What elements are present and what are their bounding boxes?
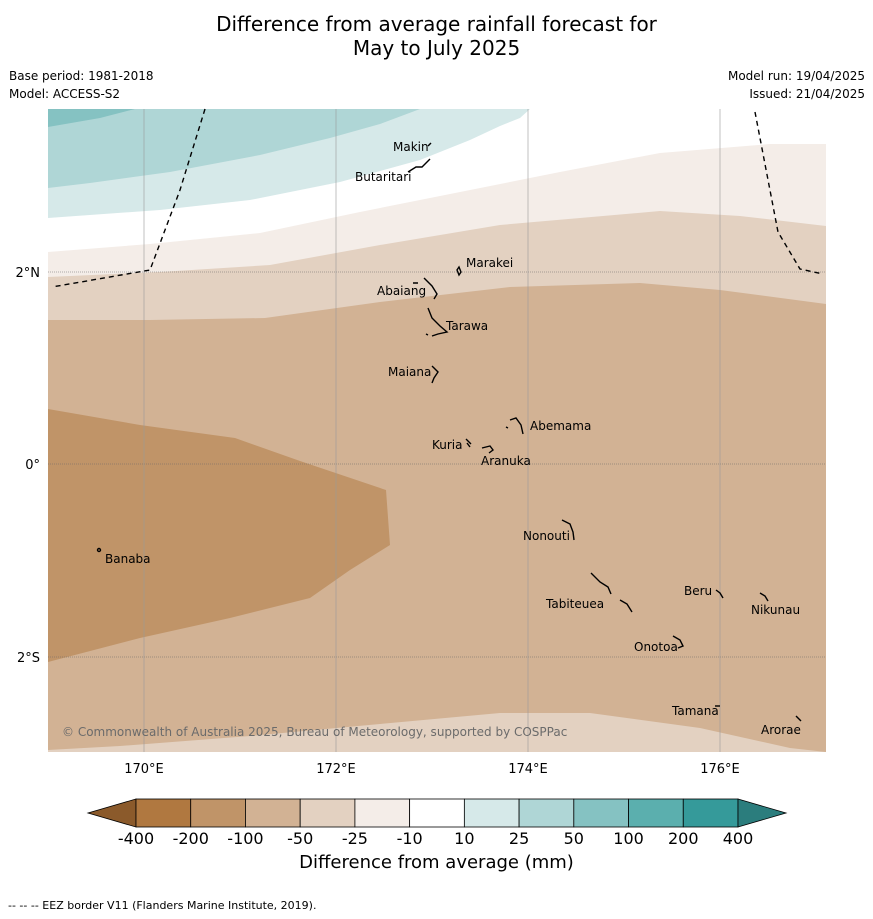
place-label-nonouti: Nonouti xyxy=(523,529,570,543)
colorbar-tick-label: -10 xyxy=(397,829,423,848)
gridlines xyxy=(48,109,826,752)
colorbar-tick-label: 25 xyxy=(509,829,529,848)
place-labels: Makin Butaritari Marakei Abaiang Tarawa … xyxy=(105,140,801,737)
banaba-island xyxy=(96,547,102,553)
eez-footnote: -- -- -- EEZ border V11 (Flanders Marine… xyxy=(8,899,317,912)
title-line-2: May to July 2025 xyxy=(352,36,521,60)
marakei-island xyxy=(456,265,462,277)
place-label-arorae: Arorae xyxy=(761,723,801,737)
place-label-butaritari: Butaritari xyxy=(355,170,412,184)
map-title: Difference from average rainfall forecas… xyxy=(0,12,873,60)
model-run-label: Model run: 19/04/2025 xyxy=(727,69,865,83)
colorbar-cell xyxy=(299,798,356,828)
eez-border xyxy=(51,108,824,288)
issued-label: Issued: 21/04/2025 xyxy=(749,87,865,101)
colorbar-tick-label: -100 xyxy=(227,829,263,848)
colorbar-cell xyxy=(573,798,629,828)
longitude-labels: 170°E 172°E 174°E 176°E xyxy=(124,762,740,777)
lon-label-174e: 174°E xyxy=(508,762,548,777)
colorbar-tick-label: 10 xyxy=(454,829,474,848)
arorae-island xyxy=(795,715,802,722)
colorbar-title: Difference from average (mm) xyxy=(299,852,574,873)
place-label-aranuka: Aranuka xyxy=(481,454,531,468)
title-line-1: Difference from average rainfall forecas… xyxy=(216,12,657,36)
colorbar-cell xyxy=(354,798,411,828)
place-label-tamana: Tamana xyxy=(671,704,719,718)
lon-label-170e: 170°E xyxy=(124,762,164,777)
colorbar-tick-label: -50 xyxy=(287,829,313,848)
place-label-makin: Makin xyxy=(393,140,429,154)
meta-left: Base period: 1981-2018 Model: ACCESS-S2 xyxy=(9,67,154,103)
colorbar-tick-label: 50 xyxy=(564,829,584,848)
colorbar-cell xyxy=(628,798,684,828)
lon-label-172e: 172°E xyxy=(316,762,356,777)
colorbar-cell xyxy=(190,798,246,828)
place-label-onotoa: Onotoa xyxy=(634,640,678,654)
colorbar-cell xyxy=(682,798,739,828)
butaritari-island xyxy=(407,158,431,173)
colorbar-cell xyxy=(463,798,520,828)
contour-band-minus100-200 xyxy=(48,409,390,662)
colorbar-cell xyxy=(409,798,465,828)
colorbar-cell xyxy=(245,798,301,828)
contour-band-50-100 xyxy=(48,109,135,127)
tarawa-island xyxy=(425,307,449,337)
contour-fields xyxy=(48,109,826,752)
colorbar-tick-label: -200 xyxy=(173,829,209,848)
maiana-island xyxy=(431,365,439,384)
abaiang-island xyxy=(413,277,438,300)
place-label-marakei: Marakei xyxy=(466,256,513,270)
colorbar-cell xyxy=(518,798,575,828)
place-label-kuria: Kuria xyxy=(432,438,463,452)
nikunau-island xyxy=(759,592,769,602)
tabiteuea-island xyxy=(590,572,633,613)
nonouti-island xyxy=(561,519,575,541)
place-label-maiana: Maiana xyxy=(388,365,431,379)
colorbar-tick-label: 400 xyxy=(723,829,754,848)
place-label-tabiteuea: Tabiteuea xyxy=(545,597,604,611)
lon-label-176e: 176°E xyxy=(700,762,740,777)
onotoa-island xyxy=(672,635,684,649)
abemama-island xyxy=(505,417,524,435)
colorbar-tick-label: 200 xyxy=(668,829,699,848)
lat-label-0: 0° xyxy=(25,458,40,473)
rainfall-map: Makin Butaritari Marakei Abaiang Tarawa … xyxy=(16,108,826,777)
colorbar-cells xyxy=(86,798,788,828)
colorbar-extend-high xyxy=(737,798,788,828)
lat-label-2s: 2°S xyxy=(17,651,40,666)
lat-label-2n: 2°N xyxy=(16,266,41,281)
colorbar-extend-low xyxy=(86,798,137,828)
place-label-nikunau: Nikunau xyxy=(751,603,800,617)
latitude-labels: 2°N 0° 2°S xyxy=(16,266,41,666)
colorbar-ticks: -400 -200 -100 -50 -25 -10 10 25 50 100 200 400 xyxy=(118,829,753,848)
kuria-island xyxy=(465,438,472,448)
model-label: Model: ACCESS-S2 xyxy=(9,87,121,101)
place-label-beru: Beru xyxy=(684,584,712,598)
aranuka-island xyxy=(481,445,494,454)
makin-island xyxy=(427,142,432,147)
place-label-abaiang: Abaiang xyxy=(377,284,426,298)
beru-island xyxy=(715,589,724,599)
place-label-tarawa: Tarawa xyxy=(445,319,488,333)
contour-band-25-50 xyxy=(48,109,420,188)
colorbar-tick-label: -400 xyxy=(118,829,154,848)
colorbar: -400 -200 -100 -50 -25 -10 10 25 50 100 200 400 xyxy=(86,798,788,848)
colorbar-tick-label: -25 xyxy=(342,829,368,848)
contour-band-minus50-100b xyxy=(48,283,826,752)
island-outlines xyxy=(96,142,802,722)
base-period-label: Base period: 1981-2018 xyxy=(9,69,154,83)
meta-right: Model run: 19/04/2025 Issued: 21/04/2025 xyxy=(728,67,865,103)
colorbar-cell xyxy=(135,798,192,828)
place-label-banaba: Banaba xyxy=(105,552,151,566)
place-label-abemama: Abemama xyxy=(530,419,591,433)
copyright-notice: © Commonwealth of Australia 2025, Bureau… xyxy=(62,725,567,739)
colorbar-tick-label: 100 xyxy=(613,829,644,848)
